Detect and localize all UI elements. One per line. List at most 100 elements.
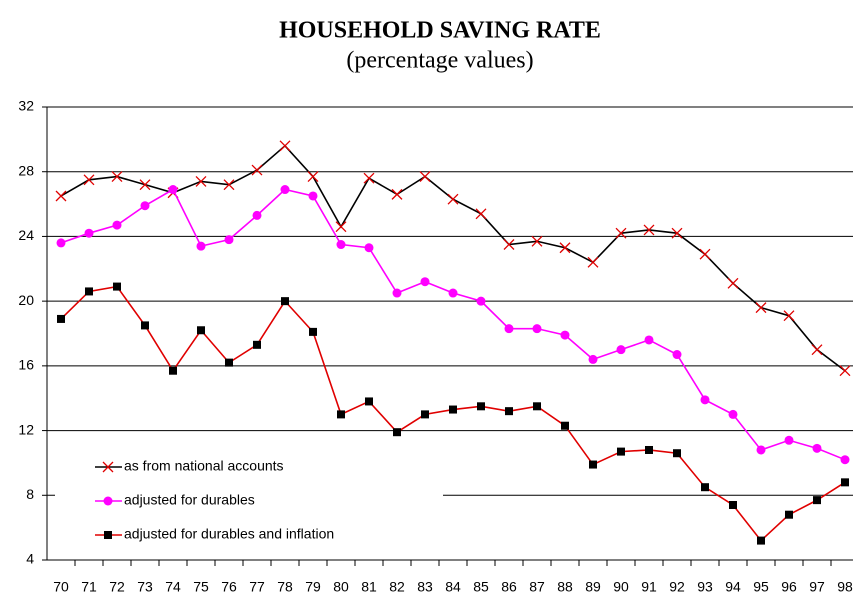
marker — [335, 221, 347, 233]
marker — [251, 164, 263, 176]
x-tick-label: 92 — [669, 579, 685, 595]
marker — [421, 410, 429, 419]
x-tick-label: 74 — [165, 579, 181, 595]
marker — [672, 350, 682, 360]
marker — [841, 478, 849, 487]
y-tick-label: 32 — [18, 98, 34, 114]
marker — [727, 277, 739, 289]
marker — [420, 277, 430, 287]
marker — [531, 235, 543, 247]
y-tick-label: 16 — [18, 357, 34, 373]
x-tick-label: 93 — [697, 579, 713, 595]
x-tick-label: 96 — [781, 579, 797, 595]
marker — [252, 210, 262, 220]
marker — [587, 256, 599, 268]
marker — [811, 344, 823, 356]
marker — [392, 288, 402, 298]
marker — [224, 235, 234, 245]
x-tick-label: 98 — [837, 579, 853, 595]
marker — [84, 228, 94, 238]
marker — [671, 227, 683, 239]
marker — [504, 324, 514, 334]
marker — [419, 171, 431, 183]
marker — [615, 227, 627, 239]
marker — [785, 510, 793, 519]
x-tick-label: 87 — [529, 579, 545, 595]
x-tick-label: 79 — [305, 579, 321, 595]
marker — [336, 240, 346, 250]
marker — [104, 531, 112, 539]
marker — [141, 321, 149, 330]
legend-label: as from national accounts — [124, 458, 284, 474]
marker — [168, 185, 178, 195]
x-tick-label: 78 — [277, 579, 293, 595]
marker — [700, 395, 710, 405]
marker — [561, 421, 569, 430]
legend-label: adjusted for durables and inflation — [124, 526, 334, 542]
x-tick-label: 84 — [445, 579, 461, 595]
marker — [701, 483, 709, 492]
marker — [532, 324, 542, 334]
y-tick-label: 28 — [18, 162, 34, 178]
marker — [102, 461, 114, 473]
marker — [57, 314, 65, 323]
marker — [393, 428, 401, 437]
marker — [505, 407, 513, 416]
marker — [391, 188, 403, 200]
x-tick-label: 77 — [249, 579, 265, 595]
marker — [475, 208, 487, 220]
marker — [839, 365, 851, 377]
marker — [309, 327, 317, 336]
marker — [225, 358, 233, 367]
legend-label: adjusted for durables — [124, 492, 255, 508]
marker — [616, 345, 626, 355]
x-tick-label: 94 — [725, 579, 741, 595]
marker — [449, 405, 457, 414]
marker — [195, 175, 207, 187]
x-tick-label: 86 — [501, 579, 517, 595]
x-tick-label: 72 — [109, 579, 125, 595]
marker — [253, 340, 261, 349]
x-tick-label: 88 — [557, 579, 573, 595]
marker — [783, 310, 795, 322]
marker — [643, 224, 655, 236]
marker — [673, 449, 681, 458]
marker — [503, 239, 515, 250]
x-tick-label: 97 — [809, 579, 825, 595]
marker — [365, 397, 373, 406]
y-tick-label: 12 — [18, 421, 34, 437]
marker — [448, 288, 458, 298]
marker — [223, 179, 235, 191]
marker — [840, 455, 850, 465]
marker — [197, 326, 205, 335]
marker — [279, 140, 291, 152]
marker — [363, 172, 375, 184]
x-tick-label: 81 — [361, 579, 377, 595]
marker — [103, 496, 113, 506]
marker — [55, 190, 67, 202]
marker — [111, 171, 123, 183]
marker — [337, 410, 345, 419]
marker — [477, 402, 485, 411]
marker — [617, 447, 625, 456]
x-tick-label: 95 — [753, 579, 769, 595]
marker — [281, 297, 289, 306]
marker — [728, 409, 738, 419]
marker — [560, 330, 570, 340]
marker — [533, 402, 541, 411]
marker — [113, 282, 121, 291]
x-tick-label: 76 — [221, 579, 237, 595]
marker — [307, 171, 319, 183]
marker — [280, 185, 290, 195]
x-tick-label: 83 — [417, 579, 433, 595]
y-tick-label: 8 — [26, 486, 34, 502]
marker — [85, 287, 93, 296]
series-line — [60, 188, 846, 461]
marker — [308, 191, 318, 201]
marker — [559, 242, 571, 254]
marker — [729, 500, 737, 509]
series-line — [60, 144, 846, 372]
x-tick-label: 91 — [641, 579, 657, 595]
marker — [756, 445, 766, 455]
